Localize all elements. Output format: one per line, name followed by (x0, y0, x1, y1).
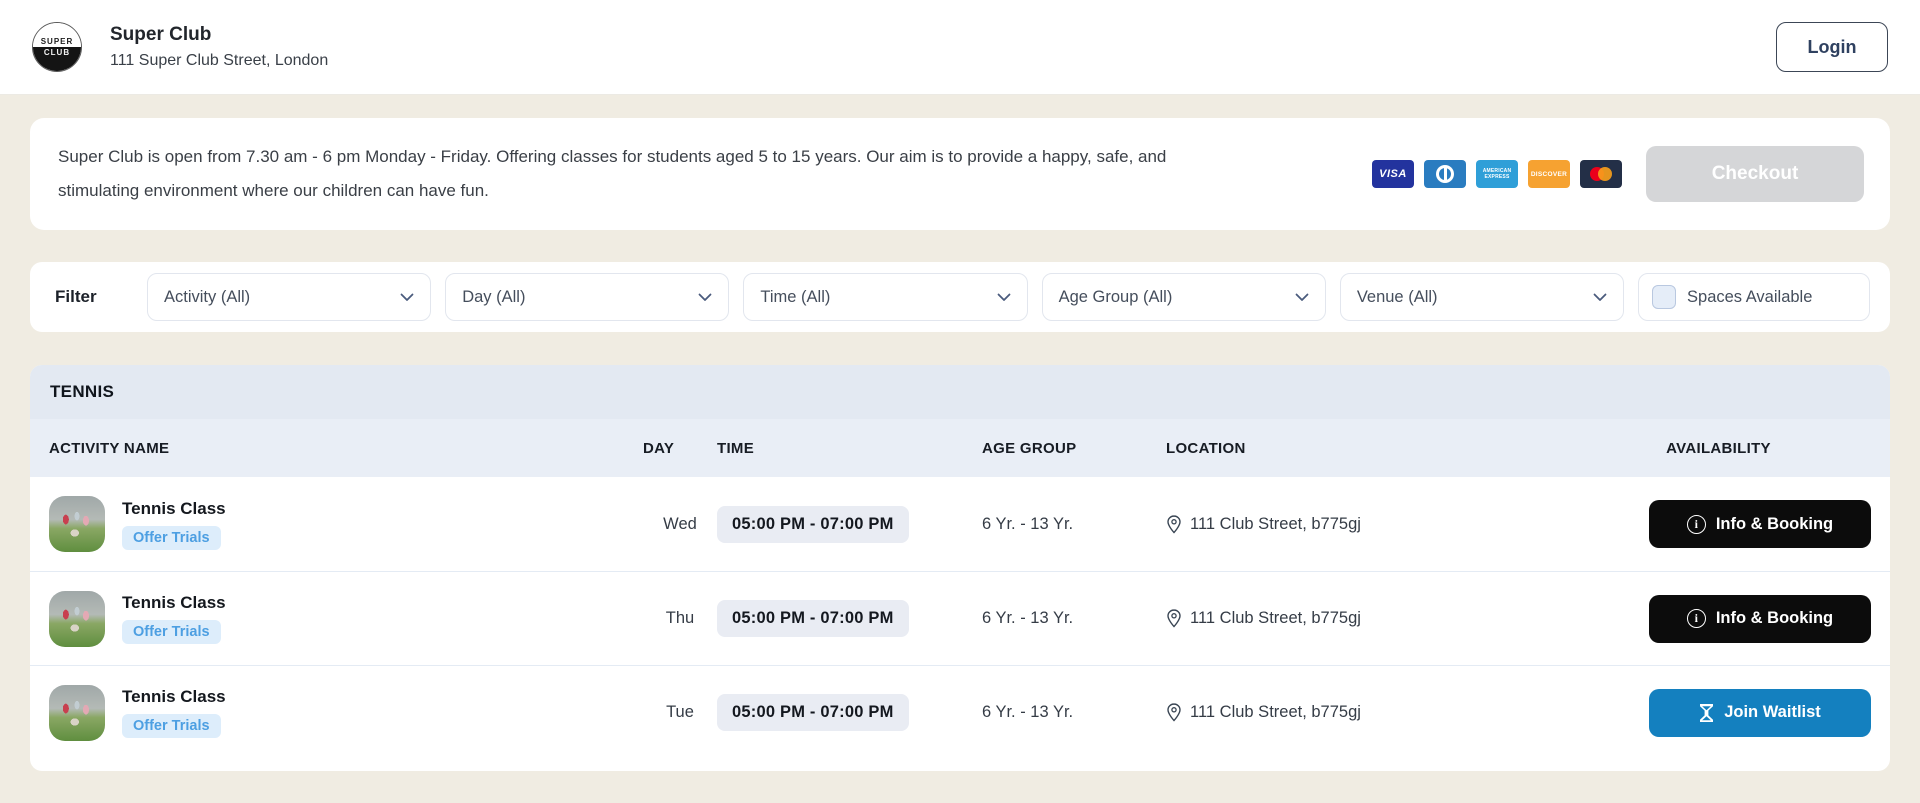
discover-icon: DISCOVER (1528, 160, 1570, 188)
location-value: 111 Club Street, b775gj (1190, 609, 1361, 627)
club-logo-text-bottom: CLUB (33, 47, 81, 71)
diners-club-icon (1424, 160, 1466, 188)
mastercard-icon (1580, 160, 1622, 188)
page-title: Super Club (110, 24, 212, 45)
club-logo-text-top: SUPER (33, 23, 81, 47)
visa-icon: VISA (1372, 160, 1414, 188)
filter-dropdown-label: Activity (All) (164, 287, 251, 306)
column-header-location: LOCATION (1166, 439, 1246, 457)
location-value: 111 Club Street, b775gj (1190, 514, 1361, 533)
column-header-age: AGE GROUP (982, 439, 1077, 457)
filter-dropdown-activity[interactable]: Activity (All) (147, 273, 432, 321)
location-pin-icon (1166, 514, 1182, 534)
chevron-down-icon (400, 293, 414, 302)
payment-methods: VISA AMERICAN EXPRESS DISCOVER (1372, 160, 1622, 188)
spaces-available-toggle[interactable]: Spaces Available (1638, 273, 1871, 321)
offer-trials-badge: Offer Trials (122, 714, 221, 738)
filter-dropdown-label: Day (All) (462, 287, 526, 306)
availability-action-label: Join Waitlist (1724, 703, 1821, 721)
time-value: 05:00 PM - 07:00 PM (717, 694, 909, 731)
activity-thumbnail (49, 590, 105, 647)
activities-table: TENNIS ACTIVITY NAME DAY TIME AGE GROUP … (30, 365, 1890, 771)
filter-dropdown-label: Time (All) (760, 287, 831, 306)
club-address: 111 Super Club Street, London (110, 52, 329, 69)
checkout-button[interactable]: Checkout (1646, 146, 1864, 202)
day-value: Tue (666, 703, 694, 721)
hourglass-icon (1699, 703, 1714, 722)
filter-dropdown-time[interactable]: Time (All) (743, 273, 1028, 321)
american-express-icon: AMERICAN EXPRESS (1476, 160, 1518, 188)
column-header-availability: AVAILABILITY (1666, 439, 1771, 457)
location-pin-icon (1166, 703, 1182, 722)
info-booking-button[interactable]: i Info & Booking (1649, 594, 1871, 643)
chevron-down-icon (1593, 293, 1607, 302)
club-logo: SUPER CLUB (32, 22, 82, 72)
day-value: Thu (665, 609, 695, 627)
time-value: 05:00 PM - 07:00 PM (717, 600, 909, 637)
info-booking-button[interactable]: i Info & Booking (1649, 500, 1871, 548)
chevron-down-icon (698, 293, 712, 302)
column-header-time: TIME (717, 439, 755, 457)
activity-thumbnail (49, 496, 105, 552)
location-value: 111 Club Street, b775gj (1190, 703, 1361, 721)
info-banner: Super Club is open from 7.30 am - 6 pm M… (30, 118, 1890, 230)
activity-name: Tennis Class (122, 593, 226, 612)
filter-dropdown-label: Venue (All) (1356, 287, 1438, 306)
day-value: Wed (663, 514, 697, 533)
offer-trials-badge: Offer Trials (122, 620, 221, 644)
top-header: SUPER CLUB Super Club 111 Super Club Str… (0, 0, 1920, 95)
chevron-down-icon (997, 293, 1011, 302)
age-group-value: 6 Yr. - 13 Yr. (982, 514, 1074, 533)
chevron-down-icon (1295, 293, 1309, 302)
filter-bar: Filter Activity (All) Day (All) Time (Al… (30, 262, 1890, 332)
table-row: Tennis Class Offer Trials Thu 05:00 PM -… (30, 571, 1890, 665)
availability-action-label: Info & Booking (1715, 514, 1834, 533)
column-header-activity: ACTIVITY NAME (49, 439, 170, 457)
table-header-row: ACTIVITY NAME DAY TIME AGE GROUP LOCATIO… (30, 419, 1890, 477)
table-row: Tennis Class Offer Trials Tue 05:00 PM -… (30, 665, 1890, 759)
location-pin-icon (1166, 609, 1182, 628)
info-icon: i (1686, 514, 1706, 534)
filter-dropdown-venue[interactable]: Venue (All) (1339, 273, 1625, 321)
activity-name: Tennis Class (122, 498, 226, 518)
spaces-available-checkbox[interactable] (1652, 285, 1677, 309)
filter-dropdown-age[interactable]: Age Group (All) (1041, 273, 1326, 321)
login-button[interactable]: Login (1776, 22, 1888, 72)
availability-action-label: Info & Booking (1715, 609, 1834, 627)
activity-thumbnail (49, 684, 105, 741)
join-waitlist-button[interactable]: Join Waitlist (1649, 688, 1871, 737)
offer-trials-badge: Offer Trials (122, 525, 221, 550)
info-banner-text: Super Club is open from 7.30 am - 6 pm M… (58, 147, 1167, 200)
age-group-value: 6 Yr. - 13 Yr. (982, 609, 1074, 627)
filter-label: Filter (55, 287, 97, 306)
time-value: 05:00 PM - 07:00 PM (717, 505, 909, 543)
age-group-value: 6 Yr. - 13 Yr. (982, 703, 1074, 721)
table-row: Tennis Class Offer Trials Wed 05:00 PM -… (30, 477, 1890, 571)
activity-name: Tennis Class (122, 687, 226, 706)
filter-dropdown-day[interactable]: Day (All) (445, 273, 730, 321)
spaces-available-label: Spaces Available (1687, 287, 1813, 306)
filter-dropdown-label: Age Group (All) (1058, 287, 1173, 306)
section-title: TENNIS (30, 365, 1890, 419)
column-header-day: DAY (643, 439, 675, 457)
info-icon: i (1686, 609, 1706, 628)
